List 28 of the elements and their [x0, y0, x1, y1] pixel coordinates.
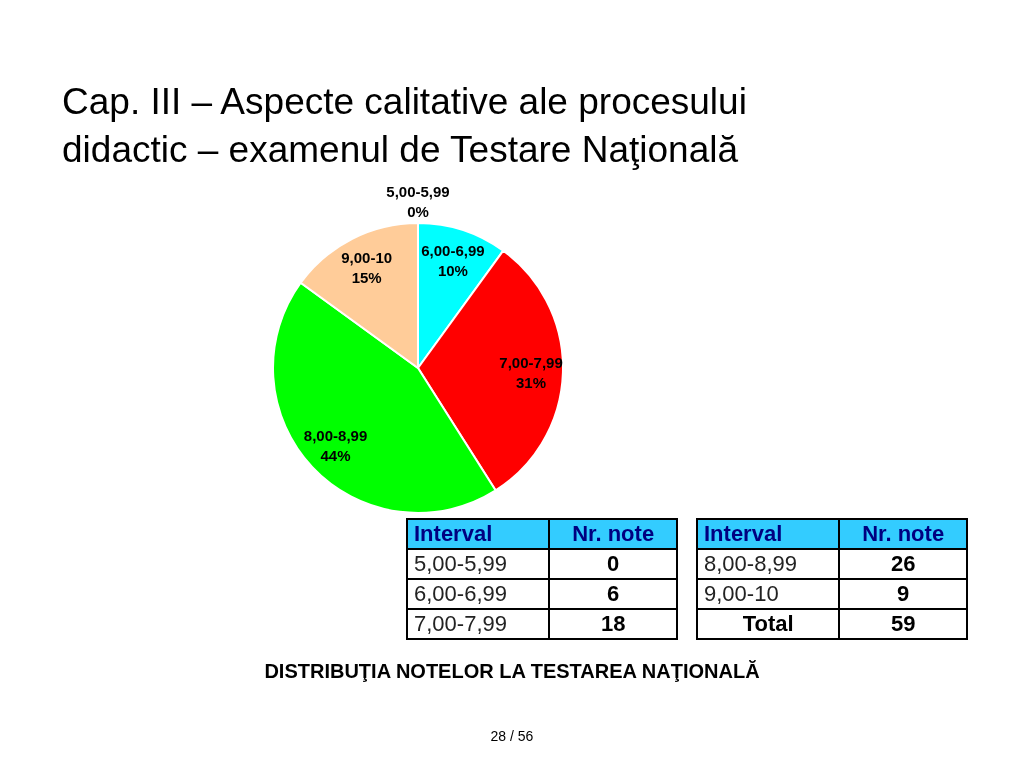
text: 28 / 56	[489, 728, 535, 744]
category-label: 5,00-5,99	[386, 183, 450, 201]
text: Interval	[704, 521, 783, 546]
text: DISTRIBUŢIA NOTELOR LA TESTAREA NAŢIONALĂ	[263, 660, 761, 683]
data-label: 10%	[437, 262, 468, 280]
slice-label: 6,00-6,99	[421, 242, 485, 260]
chart-title: Cap. III – Aspecte calitative ale procesului didactic – examenul de Testare Naţională	[62, 80, 748, 172]
text: 6	[549, 579, 677, 609]
text: Total	[697, 609, 840, 639]
category-label: 6,00-6,99	[414, 581, 507, 606]
text: 18	[549, 609, 677, 639]
text: 59	[839, 609, 967, 639]
category-label: 9,00-10	[704, 581, 779, 606]
text: 26	[839, 549, 967, 579]
text: 9	[839, 579, 967, 609]
data-label: 31%	[516, 373, 547, 391]
text: 0	[549, 549, 677, 579]
text: 0%	[407, 203, 429, 221]
text: Nr. note	[549, 519, 677, 549]
data-label: 44%	[320, 447, 351, 465]
category-label: 8,00-8,99	[704, 551, 797, 576]
data-label: 15%	[351, 269, 382, 287]
category-label: 5,00-5,99	[414, 551, 507, 576]
text: Nr. note	[862, 521, 945, 546]
text: Interval	[407, 519, 550, 549]
category-label: 7,00-7,99	[414, 611, 507, 636]
slice-label: 9,00-10	[341, 249, 393, 267]
slice-label: 8,00-8,99	[303, 427, 368, 445]
